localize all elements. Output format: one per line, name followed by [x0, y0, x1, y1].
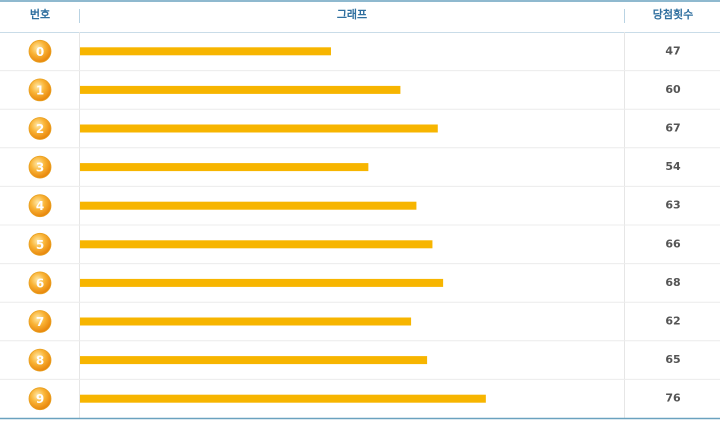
ball-number: 6: [36, 276, 44, 290]
ball-number: 8: [36, 354, 44, 368]
bar: [80, 85, 401, 94]
bar: [80, 317, 412, 326]
count-label: 60: [665, 83, 681, 96]
bar: [80, 47, 331, 56]
number-ball: [28, 78, 52, 102]
bar: [80, 240, 433, 249]
number-ball: [28, 117, 52, 140]
ball-number: 1: [36, 83, 44, 97]
ball-number: 5: [36, 238, 44, 252]
ball-number: 9: [36, 392, 44, 406]
ball-number: 2: [36, 122, 44, 136]
bar: [80, 278, 444, 287]
count-label: 63: [665, 199, 680, 212]
column-header: 번호: [30, 7, 50, 21]
count-label: 47: [665, 44, 680, 57]
number-ball: [28, 348, 52, 372]
ball-number: 4: [36, 199, 44, 213]
number-ball: [28, 271, 52, 295]
column-header: 당첨횟수: [653, 7, 693, 21]
count-label: 62: [665, 315, 680, 328]
count-label: 54: [665, 160, 681, 173]
bar: [80, 356, 428, 365]
ball-number: 3: [36, 161, 44, 175]
number-ball: [28, 232, 52, 256]
number-ball: [28, 194, 52, 218]
bar: [80, 124, 438, 133]
number-ball: [28, 387, 52, 411]
bar: [80, 394, 486, 403]
number-ball: [28, 310, 52, 333]
count-label: 65: [665, 353, 680, 366]
column-header: 그래프: [337, 7, 367, 21]
count-label: 68: [665, 276, 680, 289]
ball-number: 7: [36, 315, 44, 329]
ball-number: 0: [36, 45, 44, 59]
number-ball: [28, 39, 52, 63]
bar: [80, 163, 369, 172]
number-ball: [28, 155, 52, 179]
count-label: 76: [665, 392, 681, 405]
bar: [80, 201, 417, 210]
count-label: 66: [665, 237, 681, 250]
count-label: 67: [665, 122, 680, 135]
